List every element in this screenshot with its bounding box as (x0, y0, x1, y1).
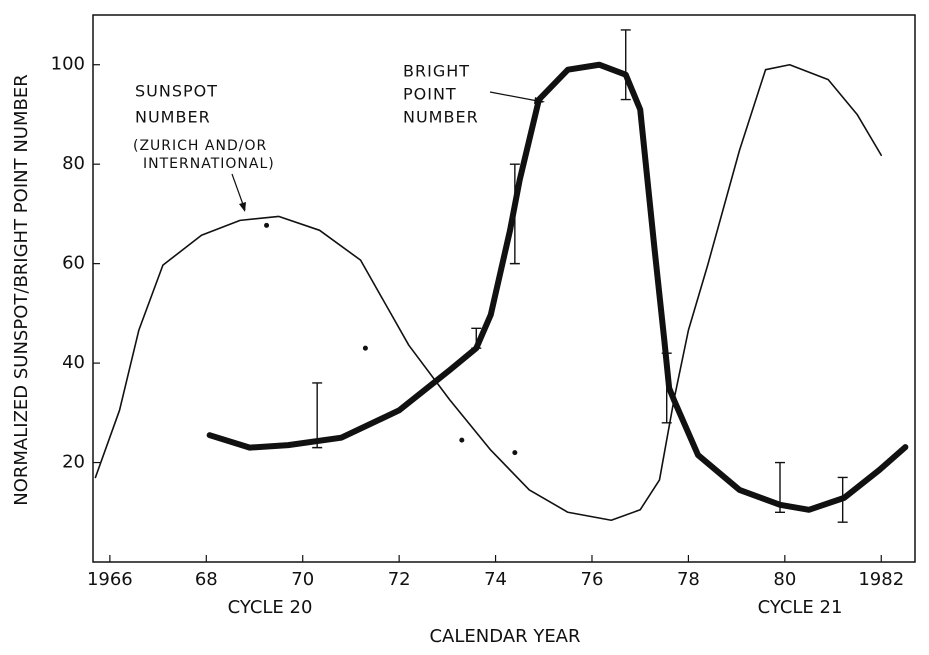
y-tick-label: 20 (62, 452, 85, 473)
annotation: NUMBER (403, 108, 479, 127)
data-point (459, 437, 465, 443)
y-tick-label: 40 (62, 352, 85, 373)
error-bar (837, 476, 848, 523)
data-point (362, 345, 368, 351)
data-point (512, 450, 518, 456)
error-bar (661, 352, 672, 424)
error-bar (775, 461, 786, 513)
error-bar (471, 327, 482, 349)
annotation: SUNSPOT (135, 82, 218, 101)
series-line (94, 63, 883, 522)
x-tick-label: 74 (484, 569, 507, 590)
x-tick-label: 80 (773, 569, 796, 590)
y-tick-label: 60 (62, 253, 85, 274)
plot-frame (92, 14, 916, 563)
x-tick-label: 1966 (87, 569, 133, 590)
error-bar (509, 163, 520, 265)
annotation: NUMBER (135, 108, 211, 127)
x-tick-label: 70 (291, 569, 314, 590)
annotation: INTERNATIONAL) (143, 156, 275, 172)
data-point (264, 222, 270, 228)
annotation-arrow (489, 91, 544, 103)
arrow-head (239, 202, 246, 212)
cycle-label: CYCLE 21 (758, 597, 843, 618)
annotation: POINT (403, 85, 457, 104)
error-bar (620, 29, 631, 101)
x-axis-label: CALENDAR YEAR (429, 626, 580, 647)
x-tick-label: 68 (195, 569, 218, 590)
annotation: (ZURICH AND/OR (133, 138, 267, 154)
x-tick-label: 76 (581, 569, 604, 590)
annotation: BRIGHT (403, 62, 470, 81)
x-tick-label: 72 (388, 569, 411, 590)
y-tick-label: 100 (51, 54, 85, 75)
cycle-label: CYCLE 20 (228, 597, 313, 618)
y-tick-label: 80 (62, 153, 85, 174)
y-axis-label: NORMALIZED SUNSPOT/BRIGHT POINT NUMBER (11, 74, 32, 505)
series-line (206, 61, 909, 513)
x-tick-label: 1982 (858, 569, 904, 590)
error-bar (312, 382, 323, 449)
x-tick-label: 78 (677, 569, 700, 590)
